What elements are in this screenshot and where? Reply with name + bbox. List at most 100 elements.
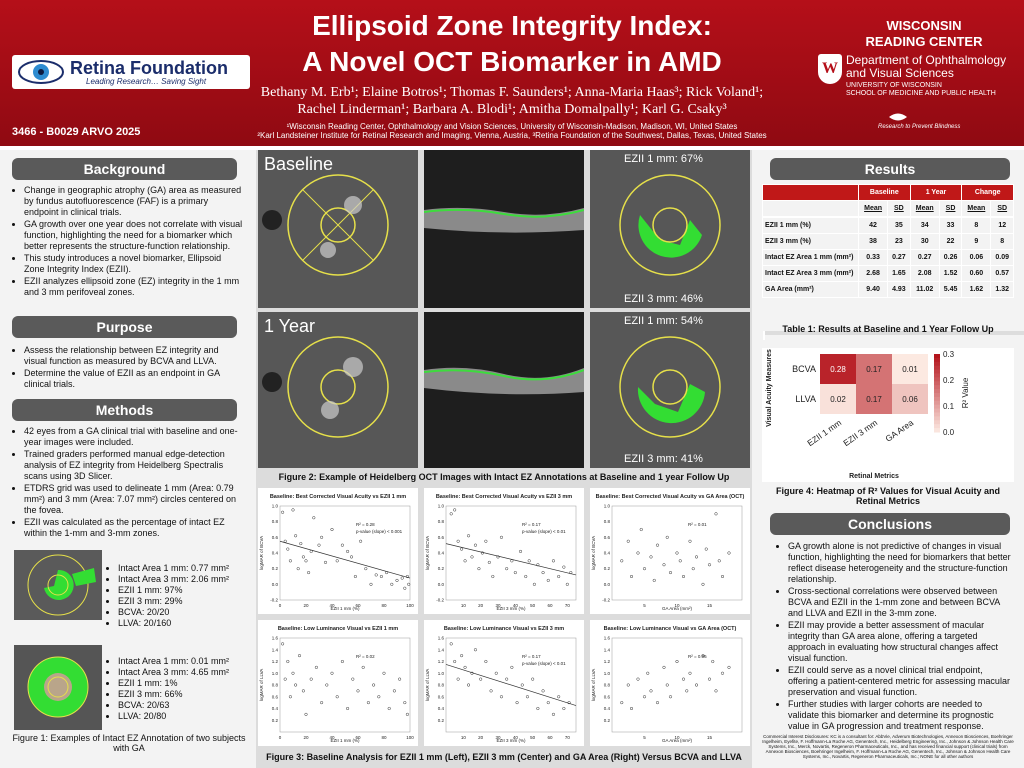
data-point [460, 547, 464, 551]
scatter-llva-ezii3: Baseline: Low Luminance Visual vs EZII 3… [424, 620, 584, 746]
year1-oct-bscan [424, 312, 584, 468]
data-point [513, 571, 517, 575]
x-tick-label: 40 [513, 735, 519, 740]
colorbar-segment [934, 428, 940, 433]
r2-heatmap: 0.28 0.17 0.01 0.02 0.17 0.06 BCVA LLVA EZII 1 m… [762, 348, 1014, 482]
data-point [470, 555, 474, 559]
plot-title: Baseline: Low Luminance Visual vs EZII 1… [278, 626, 398, 632]
poster-code: 3466 - B0029 ARVO 2025 [12, 126, 141, 138]
data-point [286, 547, 290, 551]
authors: Bethany M. Erb¹; Elaine Botros¹; Thomas … [256, 84, 768, 118]
year1-oct-drawing [424, 312, 584, 468]
y-tick-label: 0.0 [604, 582, 611, 587]
y-tick-label: 0.8 [438, 519, 445, 524]
colorbar-segment [934, 420, 940, 425]
year1-fundus-drawing [258, 312, 418, 468]
data-point [320, 535, 324, 539]
data-point [340, 543, 344, 547]
data-point [403, 701, 407, 705]
y-tick-label: 0.2 [438, 718, 445, 723]
data-point [675, 551, 679, 555]
x-axis-label: EZII 3 mm (%) [497, 606, 527, 611]
list-item: EZII 3 mm: 66% [118, 689, 256, 700]
heatmap-y-axis-label: Visual Acuity Measures [766, 349, 773, 427]
data-point [491, 574, 495, 579]
data-point [356, 689, 360, 693]
data-point [484, 539, 488, 543]
dept-line4: SCHOOL OF MEDICINE AND PUBLIC HEALTH [846, 90, 996, 97]
data-point [694, 555, 699, 559]
y-tick-label: 0.8 [272, 519, 279, 524]
list-item: Intact Area 3 mm: 2.06 mm² [118, 574, 256, 585]
y-tick-label: 0.6 [438, 535, 445, 540]
colorbar-segment [934, 400, 940, 406]
table-header-row: Baseline 1 Year Change [762, 184, 1014, 201]
y-tick-label: 1.0 [604, 504, 611, 509]
list-item: EZII could serve as a novel clinical tri… [788, 665, 1014, 698]
list-item: Cross-sectional correlations were observ… [788, 586, 1014, 619]
data-point [369, 582, 373, 586]
subhead: SD [887, 200, 911, 217]
data-point [346, 706, 350, 711]
data-point [505, 677, 509, 681]
data-point [487, 560, 491, 564]
group-baseline: Baseline [858, 184, 911, 201]
colorbar-segment [934, 412, 940, 417]
data-point [557, 695, 561, 699]
y-tick-label: 1.6 [604, 636, 611, 641]
plot-title: Baseline: Best Corrected Visual Acuity v… [270, 494, 406, 500]
baseline-annotated-image: EZII 1 mm: 67% EZII 3 mm: 46% [590, 150, 750, 308]
x-tick-label: 5 [643, 603, 646, 608]
list-item: EZII 3 mm: 29% [118, 596, 256, 607]
data-point [531, 677, 535, 681]
year1-annotated-image: EZII 1 mm: 54% EZII 3 mm: 41% [590, 312, 750, 468]
data-point [510, 665, 514, 669]
plot-title: Baseline: Best Corrected Visual Acuity v… [436, 494, 572, 500]
x-axis-label: EZII 3 mm (%) [497, 738, 527, 743]
y-tick-label: 0.2 [272, 718, 279, 723]
heatmap-value-label: 0.17 [866, 395, 882, 404]
data-point [717, 559, 721, 563]
r2-annotation: R² = 0.02 [356, 654, 375, 659]
heatmap-row-label: BCVA [792, 364, 816, 374]
year1-ezii1-label: EZII 1 mm: 54% [624, 315, 703, 327]
colorbar-label: R² Value [961, 377, 970, 408]
dept-line3: UNIVERSITY OF WISCONSIN [846, 82, 942, 89]
r2-annotation: R² = 0.28 [356, 522, 375, 527]
data-point [460, 654, 464, 658]
data-point [688, 539, 692, 543]
rpb-text: Research to Prevent Blindness [878, 124, 961, 130]
data-point [405, 712, 409, 716]
colorbar-segment [934, 408, 940, 413]
table-row: GA Area (mm²) 9.40 4.93 11.02 5.45 1.62 1.32 [762, 281, 1014, 298]
data-point [288, 559, 292, 563]
data-point [727, 551, 731, 555]
scatter-bcva-ga: Baseline: Best Corrected Visual Acuity v… [590, 488, 750, 614]
heatmap-value-label: 0.02 [830, 395, 846, 404]
data-point [685, 689, 689, 693]
plot-title: Baseline: Best Corrected Visual Acuity v… [596, 494, 745, 500]
table-row: Intact EZ Area 3 mm (mm²) 2.68 1.65 2.08 1.5… [762, 265, 1014, 282]
data-point [541, 571, 545, 575]
data-point [681, 574, 686, 579]
list-item: LLVA: 20/160 [118, 618, 256, 629]
r2-annotation: p-value (slope) < 0.01 [522, 529, 566, 534]
y-tick-label: 0.6 [272, 535, 279, 540]
y-axis-label: logMAR of BCVA [591, 536, 596, 570]
heatmap-cell [856, 384, 892, 414]
y-tick-label: 0.6 [604, 694, 611, 699]
y-tick-label: -0.2 [436, 598, 444, 603]
baseline-ezii1-label: EZII 1 mm: 67% [624, 153, 703, 165]
y-tick-label: -0.2 [270, 598, 278, 603]
data-point [400, 576, 404, 580]
baseline-oct-bscan [424, 150, 584, 308]
data-point [505, 567, 509, 571]
list-item: Determine the value of EZII as an endpoi… [24, 368, 244, 390]
colorbar-segment [934, 377, 940, 382]
data-point [626, 539, 630, 543]
data-point [527, 559, 531, 563]
data-point [346, 549, 350, 553]
y-tick-label: 0.8 [604, 683, 611, 688]
data-point [499, 535, 504, 539]
eye-icon [18, 60, 64, 84]
